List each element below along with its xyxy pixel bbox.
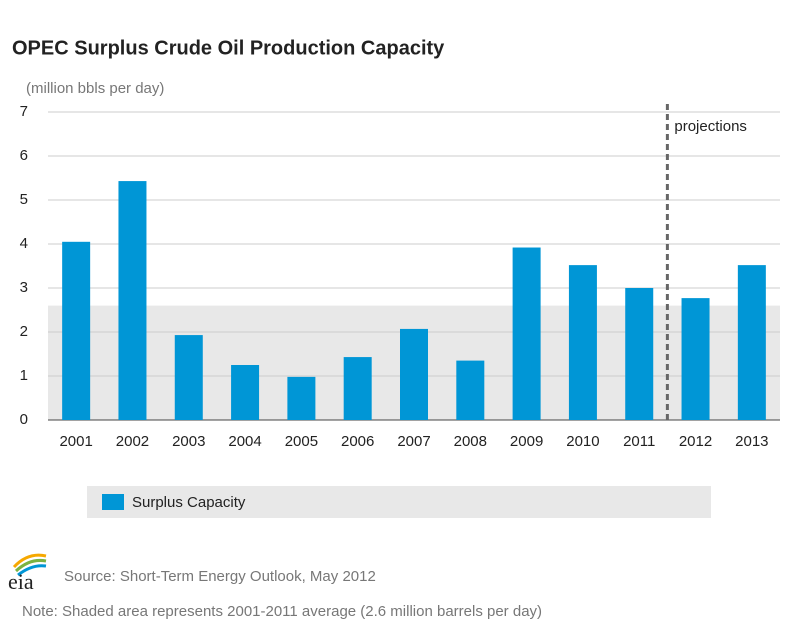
bar [400, 328, 428, 420]
x-tick-label: 2004 [228, 433, 261, 450]
x-tick-label: 2012 [679, 433, 712, 450]
bar [737, 265, 766, 420]
x-tick-label: 2001 [59, 433, 92, 450]
bar [568, 265, 597, 420]
legend-box [87, 486, 711, 518]
y-tick-label: 5 [20, 191, 28, 208]
x-tick-label: 2002 [116, 433, 149, 450]
bar [174, 335, 203, 420]
x-tick-label: 2010 [566, 433, 599, 450]
y-tick-label: 6 [20, 147, 28, 164]
bar [62, 241, 91, 420]
x-tick-label: 2011 [623, 433, 655, 450]
bar [681, 298, 710, 420]
bar [118, 181, 147, 420]
note: Note: Shaded area represents 2001-2011 a… [22, 603, 542, 620]
x-tick-label: 2007 [397, 433, 430, 450]
y-tick-label: 1 [20, 367, 28, 384]
source: Source: Short-Term Energy Outlook, May 2… [64, 568, 376, 585]
x-tick-label: 2013 [735, 433, 768, 450]
y-tick-label: 3 [20, 279, 28, 296]
logo-text: eia [8, 569, 34, 594]
y-tick-label: 2 [20, 323, 28, 340]
y-tick-label: 0 [20, 411, 28, 428]
bar [231, 365, 260, 420]
bar [456, 360, 485, 420]
eia-logo: eia [8, 553, 47, 594]
bar [343, 357, 372, 420]
bar [512, 247, 541, 420]
legend-label: Surplus Capacity [132, 494, 246, 511]
subtitle: (million bbls per day) [26, 80, 164, 97]
bar [287, 376, 316, 420]
bar [625, 288, 654, 420]
legend-swatch [102, 494, 124, 510]
x-tick-label: 2003 [172, 433, 205, 450]
x-tick-label: 2009 [510, 433, 543, 450]
y-tick-label: 7 [20, 103, 28, 120]
chart-title: OPEC Surplus Crude Oil Production Capaci… [12, 37, 445, 59]
x-tick-label: 2008 [454, 433, 487, 450]
y-tick-label: 4 [20, 235, 28, 252]
projection-label: projections [674, 118, 747, 135]
x-tick-label: 2005 [285, 433, 318, 450]
x-tick-label: 2006 [341, 433, 374, 450]
